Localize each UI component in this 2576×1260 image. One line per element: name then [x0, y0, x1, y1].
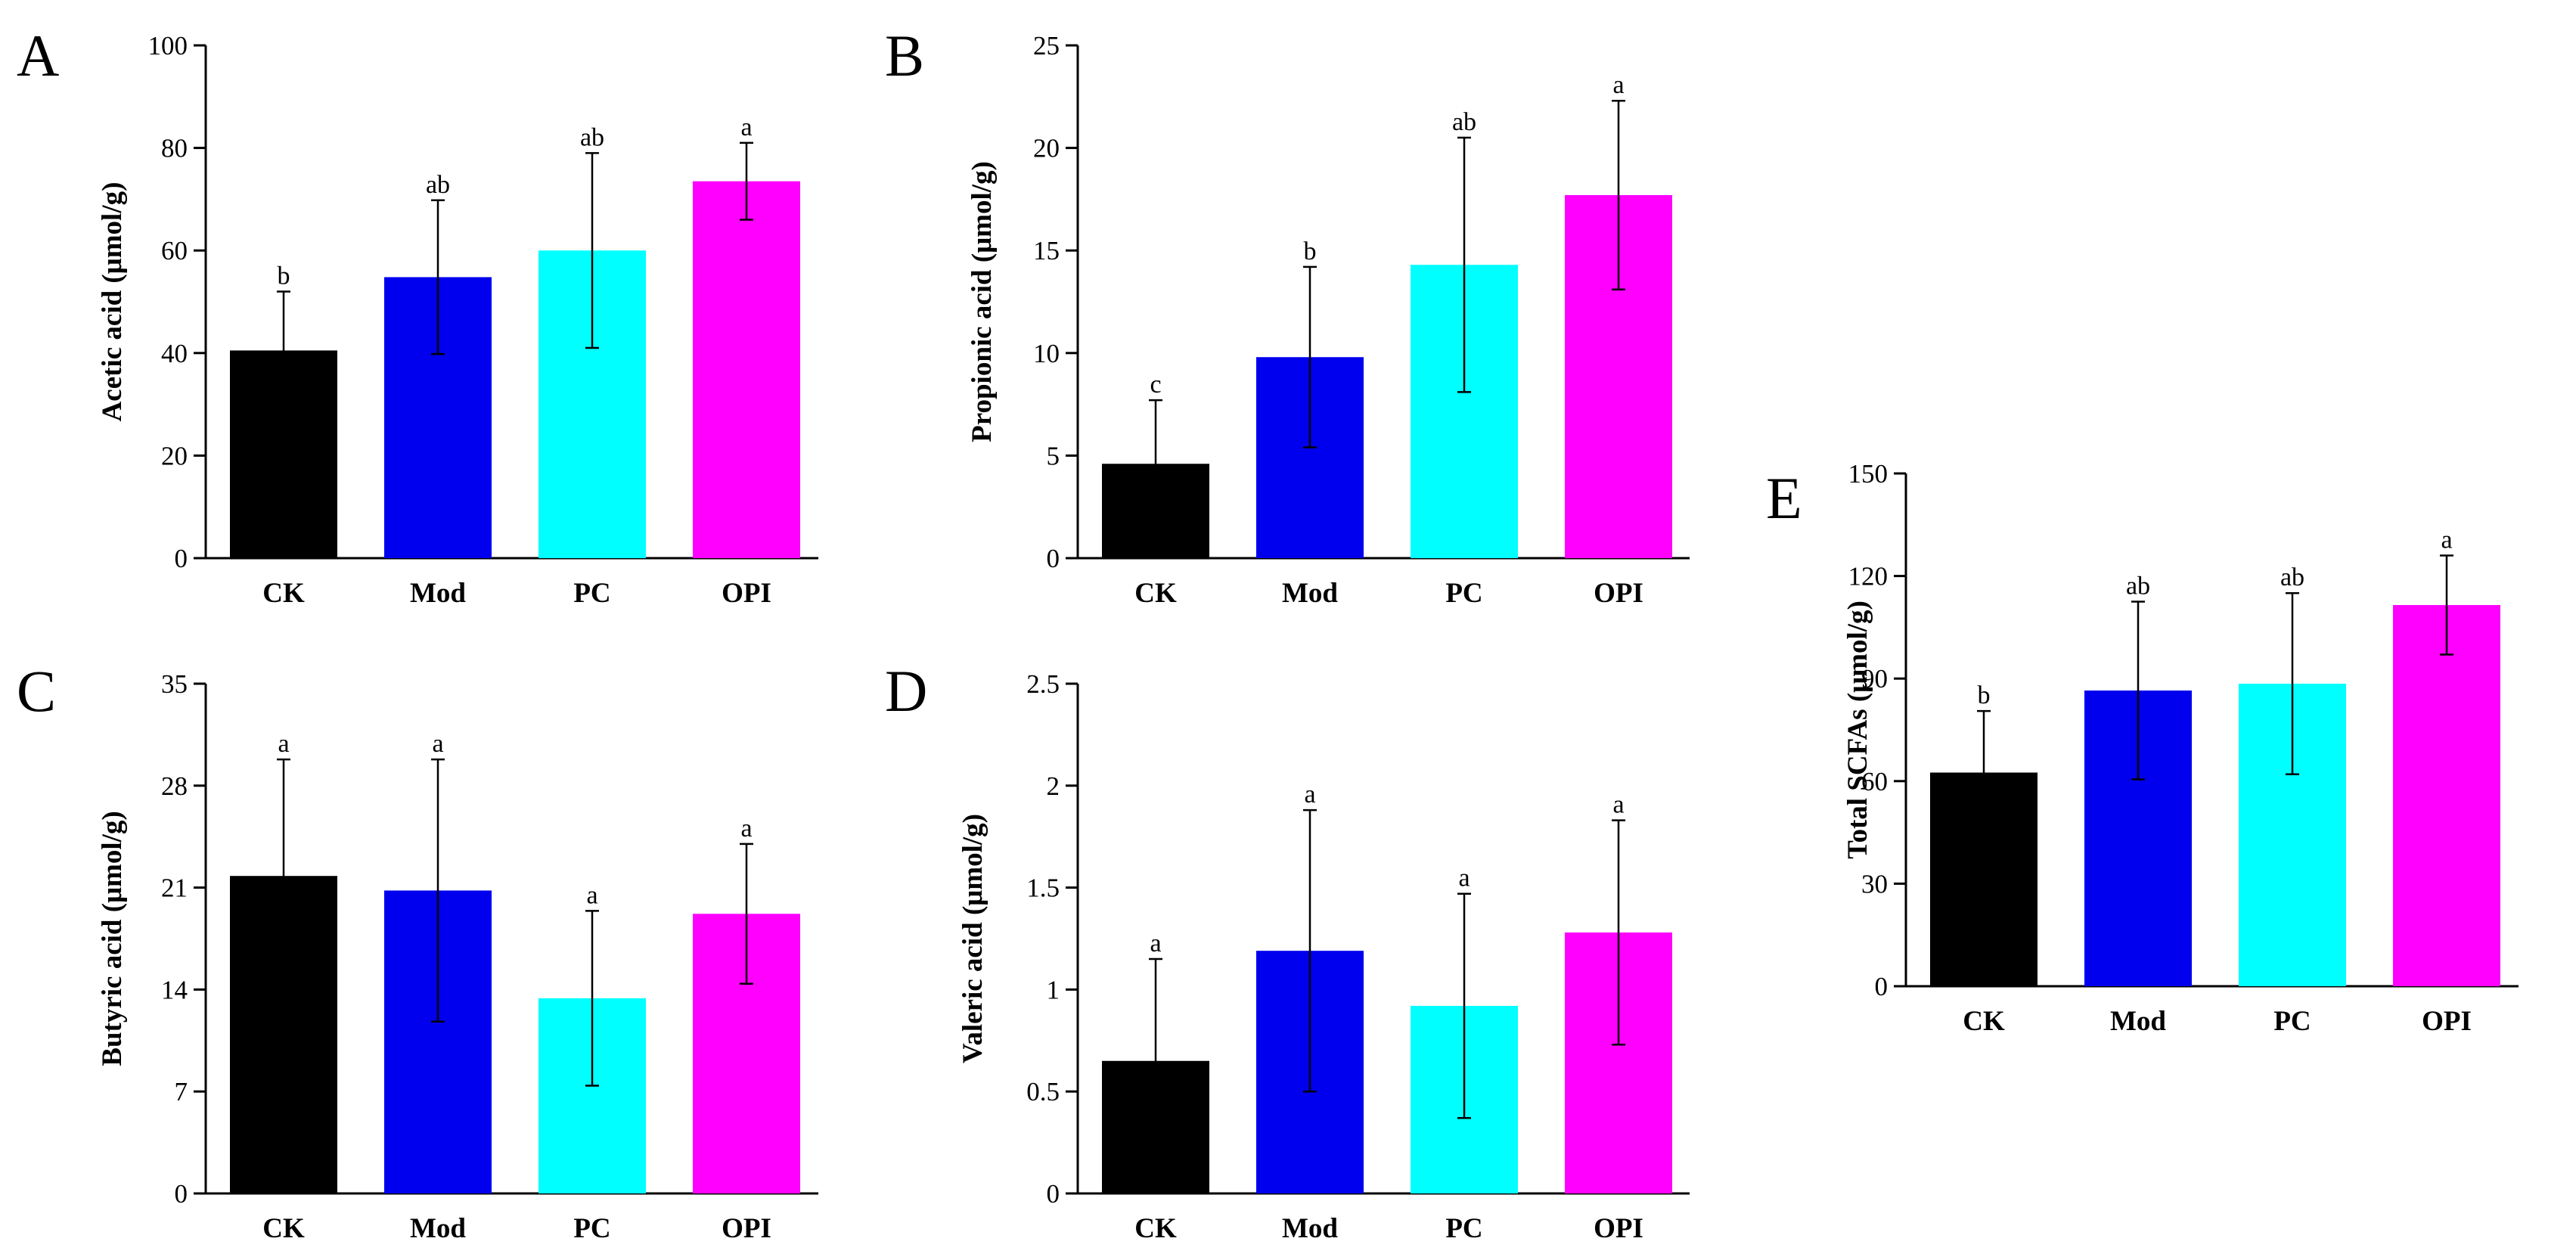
significance-label: b	[278, 262, 290, 290]
x-tick-label: PC	[1445, 578, 1482, 609]
significance-label: ab	[2126, 573, 2150, 601]
y-axis-label: Butyric acid (μmol/g)	[97, 811, 128, 1066]
y-tick-label: 90	[1861, 664, 1888, 694]
y-tick-label: 60	[1861, 767, 1888, 796]
significance-label: ab	[2280, 563, 2304, 591]
x-tick-label: CK	[1134, 1213, 1177, 1244]
y-tick-label: 20	[1033, 134, 1060, 163]
y-tick-label: 21	[161, 874, 188, 903]
panel-letter: C	[17, 658, 56, 724]
x-tick-label: OPI	[1594, 578, 1643, 609]
y-tick-label: 35	[161, 669, 188, 699]
y-tick-label: 14	[161, 975, 188, 1004]
x-tick-label: PC	[573, 578, 610, 609]
x-tick-label: Mod	[410, 578, 466, 609]
x-tick-label: Mod	[410, 1213, 466, 1244]
y-tick-label: 1.5	[1026, 874, 1060, 903]
y-tick-label: 0.5	[1026, 1077, 1060, 1106]
x-tick-label: CK	[1963, 1006, 2005, 1037]
panel-letter: B	[885, 23, 924, 88]
y-axis-label: Total SCFAs (μmol/g)	[1842, 601, 1873, 859]
significance-label: ab	[580, 123, 604, 151]
panel-c: C 0 7 14 21 28 35 Butyric acid (μmol/g) a CK a Mod a…	[17, 658, 818, 1244]
panel-e: E 0 30 60 90 120 150 Total SCFAs (μmol/g) b CK ab M…	[1766, 459, 2519, 1037]
x-tick-label: CK	[262, 1213, 305, 1244]
significance-label: a	[278, 730, 289, 758]
significance-label: a	[740, 113, 752, 141]
x-tick-label: PC	[573, 1213, 610, 1244]
significance-label: a	[2441, 526, 2452, 554]
bar-opi	[2393, 605, 2500, 986]
panel-d: D 0 0.5 1 1.5 2 2.5 Valeric acid (μmol/g) a CK a Mo…	[885, 658, 1690, 1244]
x-tick-label: CK	[1134, 578, 1177, 609]
significance-label: ab	[1452, 108, 1476, 136]
x-tick-label: Mod	[1282, 1213, 1338, 1244]
panel-a: A 0 20 40 60 80 100 Acetic acid (μmol/g) b CK ab Mo…	[17, 23, 818, 609]
x-tick-label: PC	[1445, 1213, 1482, 1244]
x-tick-label: Mod	[1282, 578, 1338, 609]
significance-label: a	[1304, 781, 1315, 808]
significance-label: ab	[426, 171, 450, 199]
y-tick-label: 40	[161, 339, 188, 368]
y-tick-label: 1	[1047, 975, 1060, 1004]
bar-opi	[693, 181, 800, 559]
y-axis-label: Acetic acid (μmol/g)	[97, 182, 128, 422]
y-tick-label: 25	[1033, 31, 1060, 61]
y-tick-label: 7	[175, 1077, 188, 1106]
y-tick-label: 28	[161, 771, 188, 801]
panel-b: B 0 5 10 15 20 25 Propionic acid (μmol/g) c CK b Mo…	[885, 23, 1690, 609]
y-tick-label: 120	[1848, 562, 1889, 591]
x-tick-label: OPI	[1594, 1213, 1643, 1244]
y-axis-label: Valeric acid (μmol/g)	[957, 814, 989, 1063]
x-tick-label: OPI	[722, 1213, 771, 1244]
y-tick-label: 2	[1047, 771, 1060, 801]
y-tick-label: 0	[175, 544, 188, 573]
panel-letter: E	[1766, 465, 1802, 531]
x-tick-label: Mod	[2110, 1006, 2166, 1037]
y-tick-label: 0	[1047, 544, 1060, 573]
x-tick-label: OPI	[722, 578, 771, 609]
y-tick-label: 15	[1033, 236, 1060, 265]
significance-label: a	[1612, 791, 1624, 819]
x-tick-label: CK	[262, 578, 305, 609]
y-tick-label: 2.5	[1026, 669, 1060, 699]
y-tick-label: 100	[148, 31, 188, 61]
y-tick-label: 10	[1033, 339, 1060, 368]
y-tick-label: 5	[1047, 441, 1060, 470]
significance-label: c	[1150, 371, 1161, 399]
significance-label: a	[586, 881, 597, 909]
significance-label: a	[1458, 864, 1470, 892]
significance-label: a	[1612, 71, 1624, 99]
panel-letter: D	[885, 658, 927, 724]
y-tick-label: 150	[1848, 459, 1889, 489]
y-tick-label: 80	[161, 134, 188, 163]
y-tick-label: 30	[1861, 869, 1888, 898]
significance-label: a	[1150, 929, 1161, 957]
significance-label: a	[432, 730, 443, 758]
y-tick-label: 60	[161, 236, 188, 265]
significance-label: a	[740, 815, 752, 843]
y-tick-label: 20	[161, 441, 188, 470]
significance-label: b	[1978, 681, 1991, 709]
y-axis-label: Propionic acid (μmol/g)	[967, 161, 998, 442]
significance-label: b	[1304, 237, 1317, 265]
x-tick-label: PC	[2273, 1006, 2311, 1037]
y-tick-label: 0	[1047, 1179, 1060, 1209]
y-tick-label: 0	[175, 1179, 188, 1209]
y-tick-label: 0	[1875, 972, 1889, 1001]
x-tick-label: OPI	[2422, 1006, 2472, 1037]
panel-letter: A	[17, 23, 59, 88]
